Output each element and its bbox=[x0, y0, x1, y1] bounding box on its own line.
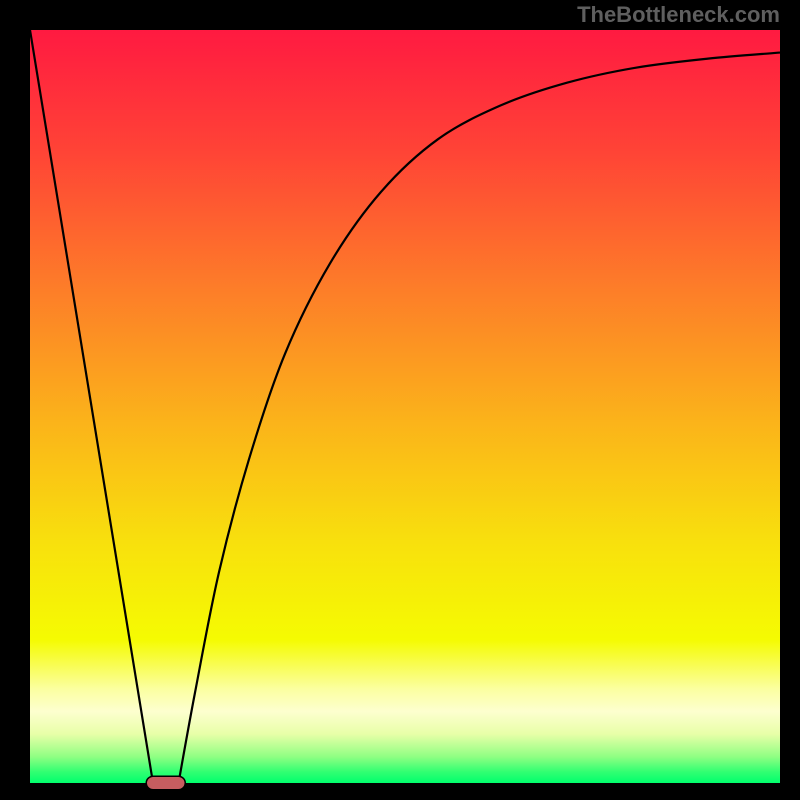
optimal-marker bbox=[146, 776, 185, 790]
gradient-background bbox=[30, 30, 780, 783]
chart-container: TheBottleneck.com bbox=[0, 0, 800, 800]
bottleneck-chart-svg bbox=[0, 0, 800, 800]
